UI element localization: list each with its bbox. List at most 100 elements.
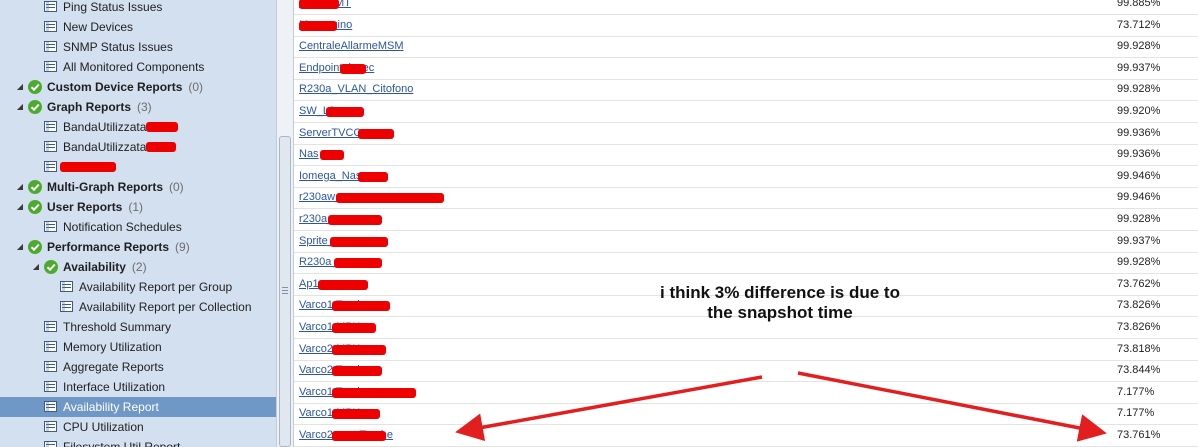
table-row: Varco2 Targhe73.844% xyxy=(294,360,1198,383)
availability-value: 73.844% xyxy=(1117,364,1161,377)
tree-item-text: Availability xyxy=(63,260,126,274)
tree-item[interactable]: CPU Utilization xyxy=(0,417,276,437)
tree-item-count: (0) xyxy=(188,80,204,94)
redaction-mark xyxy=(332,301,390,312)
device-link[interactable]: R230a_VLAN_Citofono xyxy=(299,83,414,96)
tree-item-label: New Devices xyxy=(63,17,133,37)
device-link[interactable]: ServerTVCC xyxy=(299,126,362,139)
device-link[interactable]: r230aw_ xyxy=(299,191,342,204)
tree-item-text: BandaUtilizzata xyxy=(63,140,147,154)
expand-toggle-icon[interactable]: ◢ xyxy=(32,262,40,271)
tree-group[interactable]: ◢ User Reports (1) xyxy=(0,197,276,217)
tree-item-label: Threshold Summary xyxy=(63,317,171,337)
device-link[interactable]: Iomega_Nas_ xyxy=(299,169,368,182)
availability-value: 73.826% xyxy=(1117,321,1161,333)
redaction-mark xyxy=(334,258,382,269)
expand-toggle-icon[interactable]: ◢ xyxy=(16,242,24,251)
tree-item-text: User Reports xyxy=(47,200,123,214)
table-row: Varco1 Targhe7.177% xyxy=(294,382,1198,404)
tree-item[interactable]: BandaUtilizzata xyxy=(0,137,276,157)
redaction-mark xyxy=(358,171,388,182)
report-icon xyxy=(44,161,57,172)
tree-item[interactable]: New Devices xyxy=(0,17,276,37)
redaction-mark xyxy=(336,193,444,204)
tree-group[interactable]: ◢ Multi-Graph Reports (0) xyxy=(0,177,276,197)
tree-scrollbar[interactable] xyxy=(276,0,294,447)
tree-item[interactable]: Availability Report per Group xyxy=(0,277,276,297)
tree-item-count: (1) xyxy=(128,200,144,214)
tree-group[interactable]: ◢ Availability (2) xyxy=(0,257,276,277)
tree-item-label: Interface Utilization xyxy=(63,377,165,397)
annotation-line-1: i think 3% difference is due to xyxy=(660,283,900,302)
tree-group[interactable]: ◢ Graph Reports (3) xyxy=(0,97,276,117)
tree-item[interactable]: Aggregate Reports xyxy=(0,357,276,377)
redaction-mark xyxy=(332,366,382,377)
tree-item-label: Ping Status Issues xyxy=(63,0,162,17)
table-row: Ap1 73.762% xyxy=(294,274,1198,296)
tree-item[interactable]: Availability Report xyxy=(0,397,276,417)
redaction-mark xyxy=(328,215,382,225)
report-icon xyxy=(60,281,73,292)
annotation-text: i think 3% difference is due to the snap… xyxy=(600,283,960,323)
device-link[interactable]: r230a_ xyxy=(299,213,334,225)
tree-item-count: (2) xyxy=(131,260,147,274)
device-link[interactable]: Sprite_ xyxy=(299,234,334,247)
redaction-mark xyxy=(340,63,366,74)
tree-item-label: Availability Report per Collection xyxy=(79,297,252,317)
expand-toggle-icon[interactable]: ◢ xyxy=(16,202,24,211)
expand-toggle-icon[interactable]: ◢ xyxy=(16,82,24,91)
tree-item-text: BandaUtilizzata xyxy=(63,120,147,134)
check-icon xyxy=(44,260,58,274)
tree-group[interactable]: ◢ Performance Reports (9) xyxy=(0,237,276,257)
tree-item[interactable]: Threshold Summary xyxy=(0,317,276,337)
tree-item-label: Graph Reports (3) xyxy=(47,97,152,117)
tree-item-label: Availability Report per Group xyxy=(79,277,232,297)
tree-item-text: Memory Utilization xyxy=(63,340,162,354)
tree-item-text: Availability Report xyxy=(63,400,159,414)
availability-value: 99.885% xyxy=(1117,0,1161,9)
tree-item[interactable]: Interface Utilization xyxy=(0,377,276,397)
tree-item[interactable]: Notification Schedules xyxy=(0,217,276,237)
availability-value: 99.936% xyxy=(1117,126,1161,139)
tree-item-label: BandaUtilizzata xyxy=(63,117,146,137)
redaction-mark xyxy=(332,323,376,333)
expand-toggle-icon[interactable]: ◢ xyxy=(16,182,24,191)
device-link[interactable]: R230a_ xyxy=(299,256,338,269)
redaction-mark xyxy=(299,0,339,9)
report-icon xyxy=(44,341,57,352)
check-icon xyxy=(28,240,42,254)
tree-item-text: Availability Report per Group xyxy=(79,280,233,294)
table-row: Magazzino73.712% xyxy=(294,15,1198,37)
report-tree: Ping Status Issues New Devices SNMP Status… xyxy=(0,0,276,447)
tree-item[interactable]: Memory Utilization xyxy=(0,337,276,357)
device-link[interactable]: Ap1 xyxy=(299,277,319,290)
table-row: R230a_VLAN_Citofono 99.928% xyxy=(294,79,1198,102)
report-icon xyxy=(44,41,57,52)
tree-item-text: Graph Reports xyxy=(47,100,132,114)
tree-item[interactable]: Filesystem Util Report xyxy=(0,437,276,447)
report-icon xyxy=(44,381,57,392)
tree-item[interactable]: All Monitored Components xyxy=(0,57,276,77)
device-link[interactable]: CentraleAllarmeMSM xyxy=(299,40,404,53)
device-link[interactable]: Nas xyxy=(299,148,319,161)
redaction-mark xyxy=(318,279,368,290)
table-row: Nas 99.936% xyxy=(294,144,1198,167)
tree-item[interactable] xyxy=(0,157,276,177)
tree-item[interactable]: BandaUtilizzata xyxy=(0,117,276,137)
tree-group[interactable]: ◢ Custom Device Reports (0) xyxy=(0,77,276,97)
tree-item-text: All Monitored Components xyxy=(63,60,205,74)
table-row: r230a_ 99.928% xyxy=(294,209,1198,231)
check-icon xyxy=(28,80,42,94)
tree-item-count: (9) xyxy=(175,240,190,254)
report-icon xyxy=(44,21,57,32)
tree-item[interactable]: SNMP Status Issues xyxy=(0,37,276,57)
scrollbar-grip-icon xyxy=(282,287,288,288)
redaction-mark xyxy=(358,128,394,139)
tree-item-text: Multi-Graph Reports xyxy=(47,180,163,194)
tree-item[interactable]: Availability Report per Collection xyxy=(0,297,276,317)
redaction-mark xyxy=(332,431,386,441)
expand-toggle-icon[interactable]: ◢ xyxy=(16,102,24,111)
tree-item[interactable]: Ping Status Issues xyxy=(0,0,276,17)
tree-item-text: Performance Reports xyxy=(47,240,170,254)
table-row: Iomega_Nas_ 99.946% xyxy=(294,166,1198,188)
